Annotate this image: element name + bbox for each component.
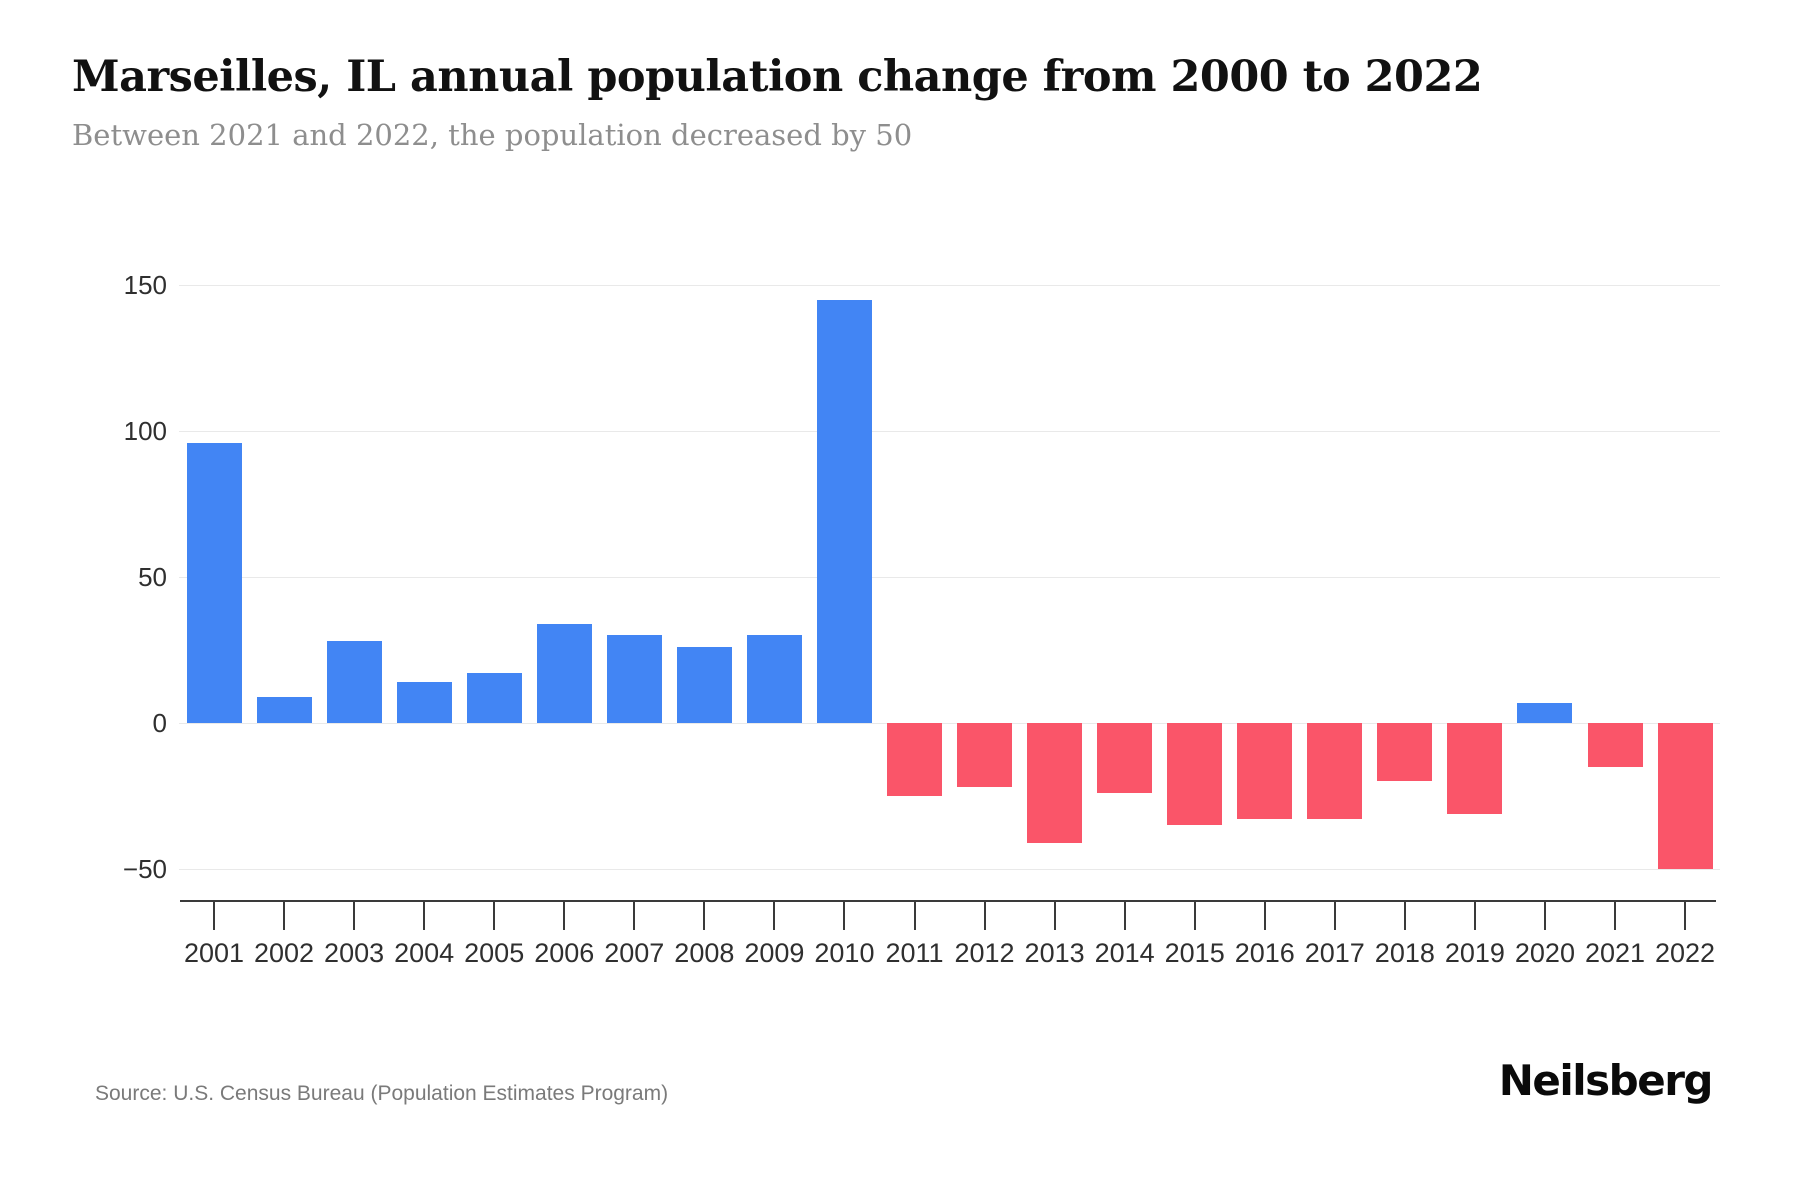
bar-2006[interactable] xyxy=(536,623,592,723)
x-axis-tick-2004 xyxy=(423,900,426,930)
y-axis-label-150: 150 xyxy=(123,270,167,300)
x-axis-label-2022: 2022 xyxy=(1655,938,1716,968)
x-axis-tick-2013 xyxy=(1053,900,1056,930)
bar-2022[interactable] xyxy=(1657,723,1713,869)
x-axis-tick-2007 xyxy=(633,900,636,930)
bar-2008[interactable] xyxy=(676,647,732,723)
x-axis-label-2020: 2020 xyxy=(1514,938,1575,968)
x-axis-label-2003: 2003 xyxy=(324,938,385,968)
x-axis-label-2010: 2010 xyxy=(814,938,875,968)
x-axis-tick-2018 xyxy=(1403,900,1406,930)
bar-2018[interactable] xyxy=(1377,723,1433,782)
x-axis-tick-2014 xyxy=(1123,900,1126,930)
x-axis-label-2009: 2009 xyxy=(744,938,805,968)
x-axis-label-2016: 2016 xyxy=(1234,938,1295,968)
x-axis-tick-2008 xyxy=(703,900,706,930)
bar-2017[interactable] xyxy=(1307,723,1363,820)
gridline-50 xyxy=(179,576,1720,578)
x-axis-label-2015: 2015 xyxy=(1164,938,1225,968)
x-axis-label-2018: 2018 xyxy=(1374,938,1435,968)
x-axis-label-2011: 2011 xyxy=(885,938,944,968)
bar-2003[interactable] xyxy=(326,641,382,723)
bar-2015[interactable] xyxy=(1167,723,1223,826)
page-subtitle: Between 2021 and 2022, the population de… xyxy=(72,118,913,152)
x-axis-label-2017: 2017 xyxy=(1304,938,1365,968)
bar-2007[interactable] xyxy=(606,635,662,723)
x-axis-label-2019: 2019 xyxy=(1444,938,1505,968)
x-axis-tick-2005 xyxy=(493,900,496,930)
bar-2014[interactable] xyxy=(1097,723,1153,794)
x-axis-label-2013: 2013 xyxy=(1024,938,1085,968)
bar-2009[interactable] xyxy=(746,635,802,723)
y-axis-label-100: 100 xyxy=(123,416,167,446)
y-axis-label--50: −50 xyxy=(122,854,167,884)
bar-2010[interactable] xyxy=(816,299,872,723)
gridline--50 xyxy=(179,868,1720,870)
page-title: Marseilles, IL annual population change … xyxy=(72,52,1483,102)
bar-2019[interactable] xyxy=(1447,723,1503,814)
x-axis-label-2001: 2001 xyxy=(183,938,245,968)
x-axis-label-2012: 2012 xyxy=(954,938,1015,968)
x-axis-label-2006: 2006 xyxy=(534,938,595,968)
y-axis-label-0: 0 xyxy=(152,708,167,738)
bar-2011[interactable] xyxy=(887,723,942,796)
x-axis-line xyxy=(180,900,1716,902)
x-axis-tick-2020 xyxy=(1543,900,1546,930)
x-axis-label-2002: 2002 xyxy=(254,938,315,968)
bar-2016[interactable] xyxy=(1237,723,1293,820)
gridline-150 xyxy=(179,284,1720,286)
x-axis-tick-2002 xyxy=(283,900,286,930)
bar-2002[interactable] xyxy=(256,696,312,723)
source-note: Source: U.S. Census Bureau (Population E… xyxy=(95,1082,669,1105)
x-axis-tick-2011 xyxy=(913,900,916,930)
y-axis-label-50: 50 xyxy=(138,562,167,592)
x-axis-tick-2015 xyxy=(1193,900,1196,930)
gridline-0 xyxy=(179,722,1720,724)
x-axis-tick-2017 xyxy=(1333,900,1336,930)
bar-2005[interactable] xyxy=(466,673,522,723)
x-axis-tick-2022 xyxy=(1684,900,1687,930)
x-axis-tick-2019 xyxy=(1473,900,1476,930)
neilsberg-logo: Neilsberg xyxy=(1498,1056,1714,1105)
x-axis-label-2005: 2005 xyxy=(464,938,525,968)
x-axis-tick-2016 xyxy=(1263,900,1266,930)
x-axis-label-2007: 2007 xyxy=(604,938,665,968)
bar-2004[interactable] xyxy=(396,682,452,723)
gridline-100 xyxy=(179,430,1720,432)
x-axis-label-2008: 2008 xyxy=(674,938,735,968)
x-axis-tick-2021 xyxy=(1614,900,1616,930)
bar-2012[interactable] xyxy=(957,723,1013,788)
x-axis-label-2021: 2021 xyxy=(1584,938,1646,968)
x-axis-tick-2010 xyxy=(843,900,846,930)
x-axis-label-2014: 2014 xyxy=(1094,938,1155,968)
bar-2020[interactable] xyxy=(1517,702,1573,723)
bar-2013[interactable] xyxy=(1027,723,1083,843)
x-axis-tick-2006 xyxy=(563,900,566,930)
x-axis-label-2004: 2004 xyxy=(394,938,455,968)
x-axis-tick-2012 xyxy=(983,900,986,930)
x-axis-tick-2003 xyxy=(353,900,356,930)
x-axis-tick-2009 xyxy=(773,900,776,930)
x-axis-tick-2001 xyxy=(213,900,215,930)
bar-2001[interactable] xyxy=(186,442,242,723)
bar-2021[interactable] xyxy=(1587,723,1643,767)
